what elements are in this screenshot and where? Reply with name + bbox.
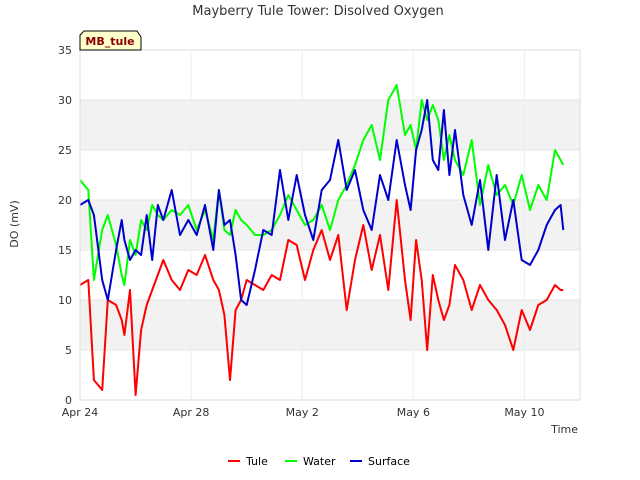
y-tick-label: 10 <box>58 294 72 307</box>
badge-shape <box>79 30 142 51</box>
tick-labels: 0 5 10 15 20 25 30 35 Apr 24 Apr 28 May 2 May 6 May … <box>58 44 545 419</box>
grid-band <box>80 200 580 250</box>
y-tick-label: 20 <box>58 194 72 207</box>
station-badge: MB_tule <box>79 30 142 51</box>
series-line-surface <box>79 99 565 306</box>
legend: Tule Water Surface <box>228 455 410 468</box>
plot-border <box>79 49 581 401</box>
x-tick-label: Apr 28 <box>173 406 210 419</box>
y-tick-label: 5 <box>65 344 72 357</box>
y-axis-label: DO (mV) <box>8 200 21 247</box>
y-tick-label: 30 <box>58 94 72 107</box>
series-lines <box>79 84 565 396</box>
legend-label: Surface <box>368 455 410 468</box>
legend-label: Tule <box>245 455 268 468</box>
x-tick-label: May 2 <box>286 406 319 419</box>
grid-band <box>80 300 580 350</box>
chart-title: Mayberry Tule Tower: Disolved Oxygen <box>192 4 443 19</box>
x-axis-label: Time <box>550 423 578 436</box>
y-tick-label: 15 <box>58 244 72 257</box>
badge-label: MB_tule <box>85 35 134 48</box>
x-tick-label: Apr 24 <box>62 406 99 419</box>
x-tick-label: May 10 <box>504 406 544 419</box>
y-tick-label: 25 <box>58 144 72 157</box>
series-line-water <box>79 84 565 286</box>
y-tick-label: 35 <box>58 44 72 57</box>
x-tick-label: May 6 <box>397 406 430 419</box>
y-tick-label: 0 <box>65 394 72 407</box>
grid-bands <box>80 100 580 350</box>
series-line-tule <box>79 199 564 396</box>
grid-band <box>80 100 580 150</box>
legend-label: Water <box>303 455 336 468</box>
